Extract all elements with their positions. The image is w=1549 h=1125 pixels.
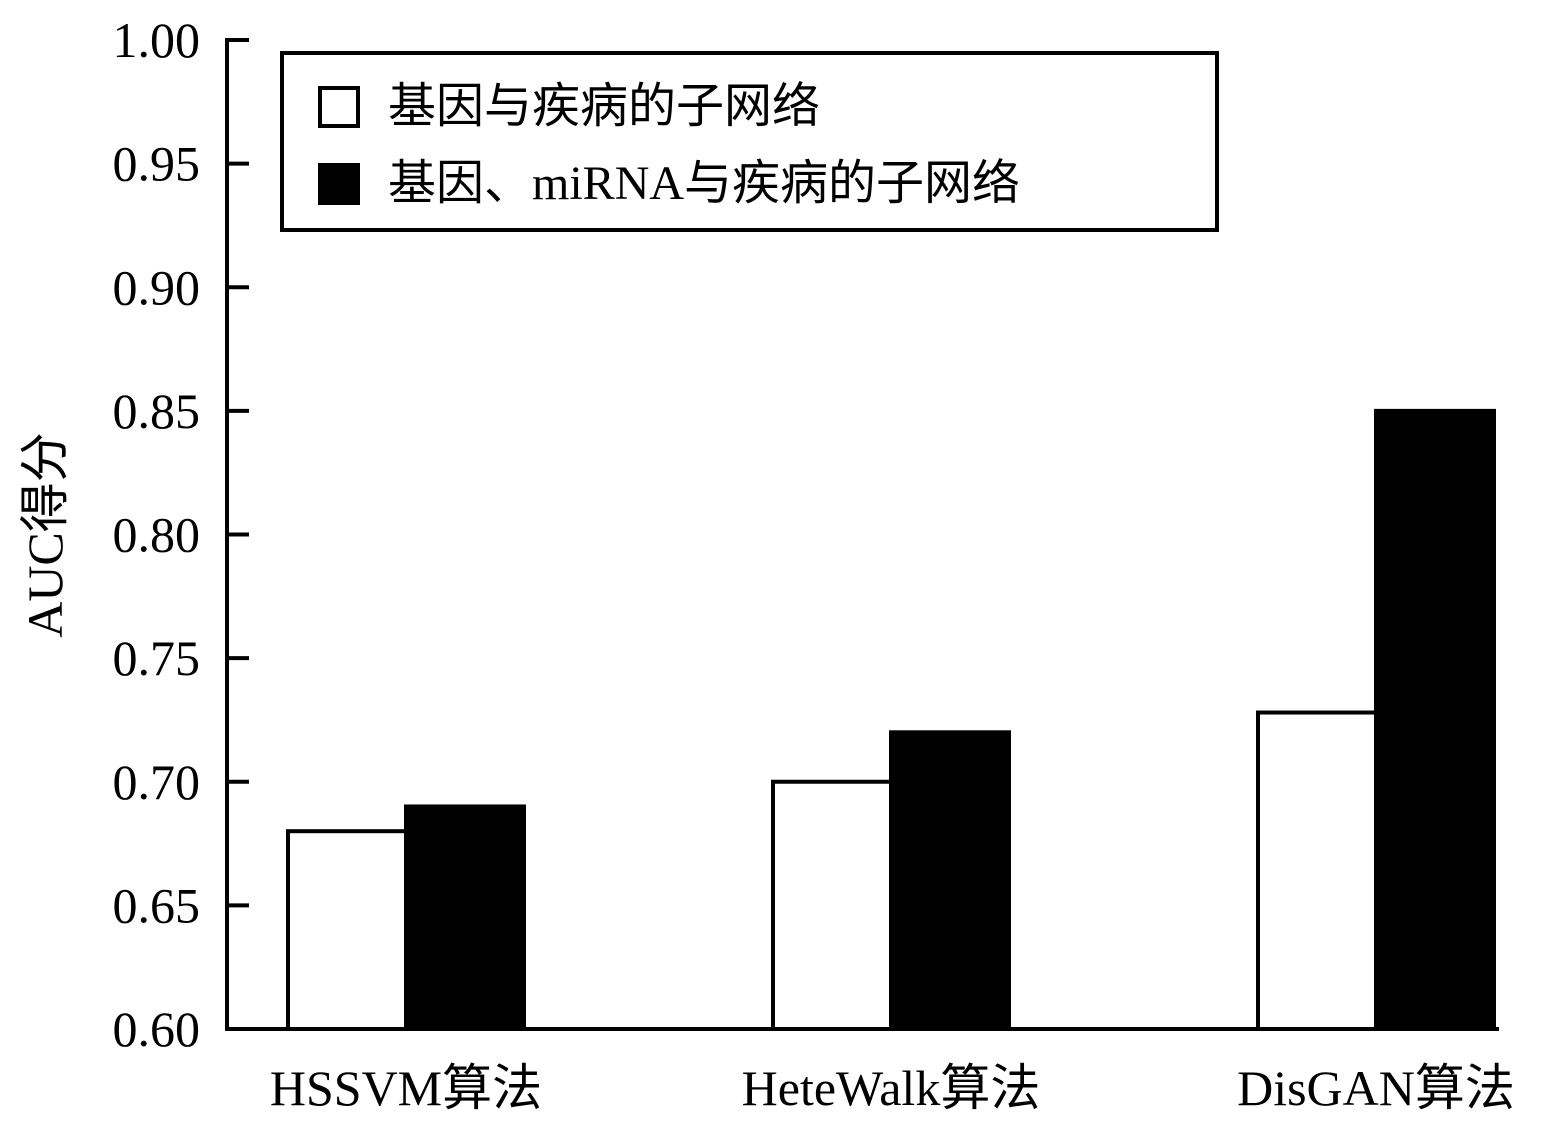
y-tick-label: 1.00 [113,12,201,68]
y-tick-label: 0.75 [113,630,201,686]
bar-gene-mirna-disease [404,804,526,1031]
y-tick-label: 0.70 [113,754,201,810]
bar-gene-disease [286,829,408,1032]
bar-gene-disease [1256,710,1378,1032]
bars-group [286,408,1496,1032]
bar-gene-mirna-disease [1374,408,1496,1031]
y-tick-label: 0.80 [113,507,201,563]
y-tick-label: 0.85 [113,383,201,439]
legend-label: 基因、miRNA与疾病的子网络 [388,157,1020,210]
x-labels-group: HSSVM算法 HeteWalk算法 DisGAN算法 [270,1060,1515,1116]
legend-label: 基因与疾病的子网络 [388,80,820,133]
y-ticks-group: 0.60 0.65 0.70 0.75 0.80 0.85 0.90 0.95 1.00 [113,12,249,1057]
legend-swatch [318,163,360,205]
y-tick-label: 0.60 [113,1001,201,1057]
x-category-label: HeteWalk算法 [742,1060,1041,1116]
bar-gene-mirna-disease [889,730,1011,1031]
y-tick-label: 0.95 [113,136,201,192]
legend-swatch [318,86,360,128]
bar-gene-disease [771,779,893,1031]
x-category-label: DisGAN算法 [1237,1060,1515,1116]
legend-box [280,51,1219,232]
y-tick-label: 0.65 [113,877,201,933]
y-tick-label: 0.90 [113,259,201,315]
y-axis-title: AUC得分 [17,432,73,638]
x-category-label: HSSVM算法 [270,1060,542,1116]
